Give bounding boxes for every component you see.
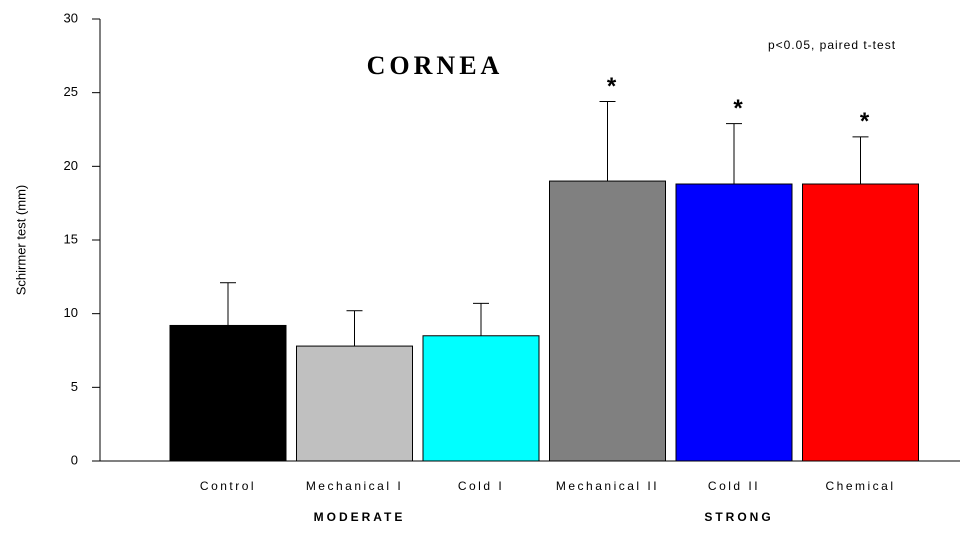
x-tick-label: Chemical: [825, 479, 895, 493]
significance-mark: *: [860, 108, 870, 135]
bar: [549, 180, 666, 462]
y-axis-label: Schirmer test (mm): [13, 185, 28, 296]
x-tick-label: Cold II: [708, 479, 760, 493]
chart-title: CORNEA: [367, 51, 504, 80]
y-tick-label: 30: [64, 10, 78, 25]
x-tick-label: Mechanical II: [556, 479, 659, 493]
annotation: p<0.05, paired t-test: [768, 38, 896, 52]
bar: [296, 345, 413, 462]
y-tick-label: 0: [71, 452, 78, 467]
bar: [802, 183, 919, 462]
bar: [169, 324, 287, 462]
y-tick-label: 25: [64, 84, 78, 99]
y-tick-label: 5: [71, 379, 78, 394]
x-tick-label: Control: [200, 479, 256, 493]
group-label: STRONG: [704, 510, 773, 524]
y-tick-label: 10: [64, 305, 78, 320]
y-tick-label: 15: [64, 231, 78, 246]
bar: [675, 183, 793, 462]
group-label: MODERATE: [314, 510, 406, 524]
significance-mark: *: [607, 73, 617, 100]
x-tick-label: Mechanical I: [306, 479, 403, 493]
y-tick-label: 20: [64, 158, 78, 173]
bar: [422, 335, 540, 462]
x-tick-label: Cold I: [458, 479, 504, 493]
significance-mark: *: [733, 95, 743, 122]
